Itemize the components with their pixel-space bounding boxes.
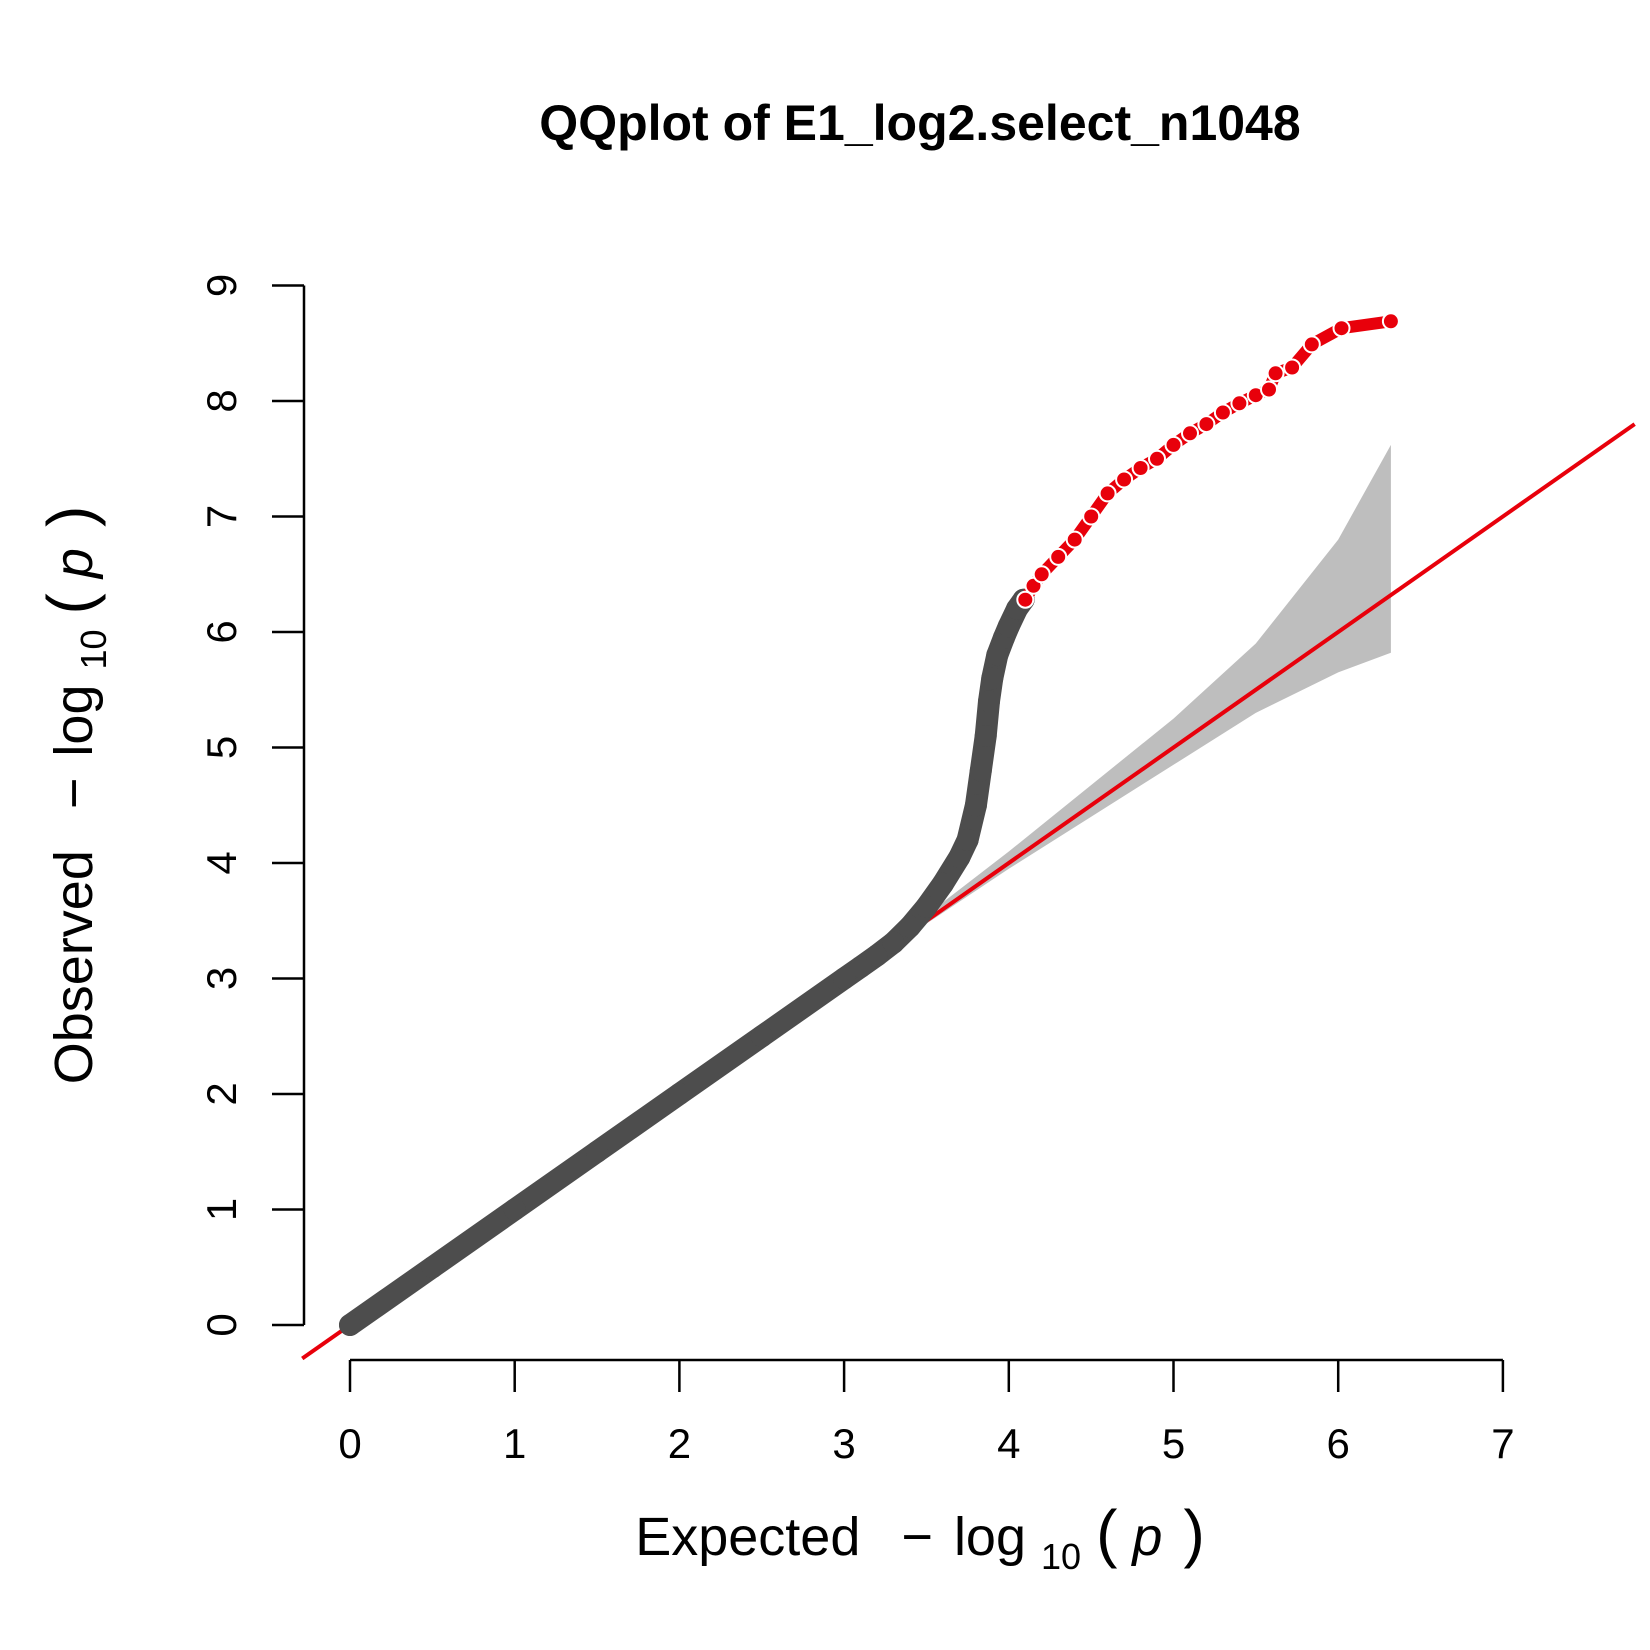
- y-tick-label-group: 3: [198, 967, 245, 990]
- y-tick-label-group: 0: [198, 1313, 245, 1336]
- y-tick-label-group: 4: [198, 851, 245, 874]
- data-point-significant: [1181, 424, 1199, 443]
- y-tick-label: 2: [198, 1082, 245, 1105]
- x-tick-label: 3: [832, 1420, 855, 1467]
- x-tick-label: 7: [1491, 1420, 1514, 1467]
- x-tick-label: 1: [503, 1420, 526, 1467]
- data-point: [668, 1083, 691, 1105]
- data-point-significant: [1049, 547, 1068, 566]
- y-tick-label: 8: [198, 389, 245, 412]
- data-point-significant: [1131, 459, 1150, 477]
- data-point: [586, 1140, 608, 1163]
- y-tick-label-group: 1: [198, 1198, 245, 1221]
- data-point-significant: [1115, 470, 1134, 489]
- data-point-significant: [1213, 403, 1232, 422]
- data-point: [997, 615, 1020, 638]
- data-point-significant: [1283, 358, 1302, 377]
- x-tick-label: 0: [338, 1420, 361, 1467]
- data-point-significant: [1266, 364, 1285, 383]
- data-point: [964, 794, 987, 817]
- data-point: [421, 1256, 444, 1279]
- x-tick-label: 2: [668, 1420, 691, 1467]
- data-point: [503, 1198, 526, 1221]
- plot-area: [301, 312, 1636, 1361]
- y-tick-label-group: 5: [198, 736, 245, 759]
- y-tick-label: 3: [198, 967, 245, 990]
- y-tick-label: 1: [198, 1198, 245, 1221]
- x-axis: 0 1 2 3 4 5 6 7: [338, 1358, 1515, 1467]
- x-tick-label: 4: [997, 1420, 1020, 1467]
- data-point: [849, 956, 872, 978]
- y-tick-label: 6: [198, 620, 245, 643]
- data-point-significant: [1164, 435, 1183, 454]
- x-tick-label: 6: [1327, 1420, 1350, 1467]
- data-point: [956, 828, 979, 851]
- y-axis-label: Observed − log 10 ( p ): [34, 506, 118, 1085]
- data-point-significant: [1332, 319, 1351, 338]
- data-point-significant: [1098, 484, 1117, 503]
- x-tick-label: 5: [1162, 1420, 1185, 1467]
- data-point: [882, 931, 905, 954]
- data-point: [833, 967, 856, 990]
- y-tick-label: 0: [198, 1313, 245, 1336]
- data-point: [948, 846, 971, 869]
- data-point: [978, 690, 1000, 713]
- data-point-significant: [1016, 590, 1035, 609]
- data-point-significant: [1302, 335, 1321, 354]
- y-tick-label: 7: [198, 505, 245, 528]
- y-tick-label: 9: [198, 274, 245, 297]
- data-point-significant: [1082, 507, 1101, 526]
- data-point-significant: [1148, 449, 1166, 468]
- y-tick-label-group: 2: [198, 1082, 245, 1105]
- data-point: [981, 667, 1004, 690]
- data-point-significant: [1065, 530, 1084, 549]
- data-point: [339, 1314, 361, 1336]
- y-tick-label: 4: [198, 851, 245, 874]
- data-point: [866, 944, 888, 967]
- y-tick-label-group: 7: [198, 505, 245, 528]
- data-point: [915, 895, 938, 918]
- y-tick-label-group: 8: [198, 389, 245, 412]
- data-point-significant: [1381, 312, 1400, 331]
- confidence-band: [350, 444, 1391, 1325]
- data-point-significant: [1260, 380, 1278, 399]
- data-point-significant: [1230, 394, 1249, 413]
- y-tick-label: 5: [198, 736, 245, 759]
- data-point-significant: [1197, 415, 1216, 434]
- data-point: [931, 872, 954, 895]
- y-tick-label-group: 6: [198, 620, 245, 643]
- data-point: [986, 644, 1009, 667]
- data-point: [899, 915, 921, 938]
- y-tick-label-group: 9: [198, 274, 245, 297]
- data-point: [969, 759, 992, 782]
- series-line-observed: [339, 588, 1035, 1336]
- data-point: [974, 725, 997, 747]
- data-point: [750, 1025, 773, 1048]
- data-point-significant: [1032, 565, 1051, 584]
- chart-title: QQplot of E1_log2.select_n1048: [539, 95, 1300, 151]
- y-axis: 0 1 2 3 4 5 6 7 8 9: [198, 274, 306, 1337]
- x-axis-label: Expected − log 10 ( p ): [635, 1497, 1205, 1581]
